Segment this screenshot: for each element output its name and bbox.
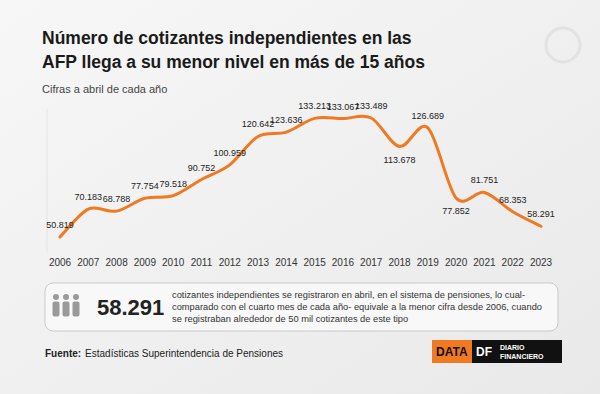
data-label: 90.752 — [188, 163, 216, 173]
x-tick-label: 2014 — [275, 257, 298, 268]
x-tick-label: 2021 — [473, 257, 496, 268]
brand-text: DATA — [436, 345, 468, 359]
data-label: 70.183 — [75, 192, 103, 202]
data-label: 113.678 — [384, 155, 416, 165]
x-tick-label: 2020 — [445, 257, 468, 268]
people-icon — [53, 294, 80, 317]
x-tick-label: 2016 — [332, 257, 355, 268]
data-label: 126.689 — [412, 111, 445, 121]
x-tick-label: 2007 — [77, 257, 100, 268]
x-tick-label: 2011 — [191, 257, 213, 268]
data-label: 123.636 — [270, 115, 303, 125]
source-label: Fuente: — [45, 348, 81, 359]
x-tick-label: 2015 — [304, 257, 327, 268]
callout-box — [45, 283, 558, 331]
x-tick-label: 2009 — [134, 257, 157, 268]
data-label: 58.291 — [527, 209, 555, 219]
data-label: 79.518 — [159, 179, 187, 189]
x-tick-label: 2022 — [502, 257, 525, 268]
data-label: 100.959 — [213, 148, 246, 158]
data-label: 50.819 — [46, 220, 74, 230]
series-line — [60, 116, 541, 237]
data-label: 133.489 — [355, 101, 388, 111]
people-body — [63, 302, 70, 317]
source: Fuente: Estadísticas Superintendencia de … — [45, 348, 283, 359]
background — [0, 0, 600, 394]
x-tick-label: 2010 — [162, 257, 185, 268]
data-label: 77.852 — [442, 206, 470, 216]
brand-text: DF — [476, 345, 492, 359]
y-axis-line — [47, 109, 48, 253]
x-tick-label: 2013 — [247, 257, 270, 268]
brand-text: FINANCIERO — [500, 353, 544, 360]
decor-icon — [546, 28, 580, 62]
chart: Número de cotizantes independientes en l… — [0, 0, 600, 394]
people-body — [73, 302, 80, 317]
people-head — [53, 294, 59, 300]
x-tick-label: 2012 — [219, 257, 242, 268]
data-label: 81.751 — [471, 175, 499, 185]
x-tick-label: 2006 — [49, 257, 72, 268]
brand-text: DIARIO — [500, 344, 525, 351]
people-body — [53, 302, 60, 317]
plot-area — [60, 116, 541, 237]
people-head — [73, 294, 79, 300]
subtitle: Cifras a abril de cada año — [42, 83, 167, 95]
title: AFP llega a su menor nivel en más de 15 … — [42, 52, 425, 72]
x-tick-label: 2008 — [105, 257, 128, 268]
brand-accent — [432, 340, 472, 363]
x-tick-label: 2019 — [417, 257, 440, 268]
data-label: 68.788 — [103, 194, 131, 204]
callout-text: se registraban alrededor de 50 mil cotiz… — [172, 314, 408, 324]
data-label: 68.353 — [499, 195, 527, 205]
people-head — [63, 294, 69, 300]
x-tick-label: 2023 — [530, 257, 553, 268]
brand-box — [432, 340, 562, 363]
x-tick-label: 2018 — [388, 257, 411, 268]
callout-number: 58.291 — [97, 295, 164, 320]
source-text: Estadísticas Superintendencia de Pension… — [85, 348, 283, 359]
callout-text: cotizantes independientes se registraron… — [172, 290, 525, 300]
title: Número de cotizantes independientes en l… — [42, 28, 412, 48]
callout-text: comparado con el cuarto mes de cada año-… — [172, 302, 542, 312]
data-label: 77.754 — [131, 181, 159, 191]
x-tick-label: 2017 — [360, 257, 383, 268]
